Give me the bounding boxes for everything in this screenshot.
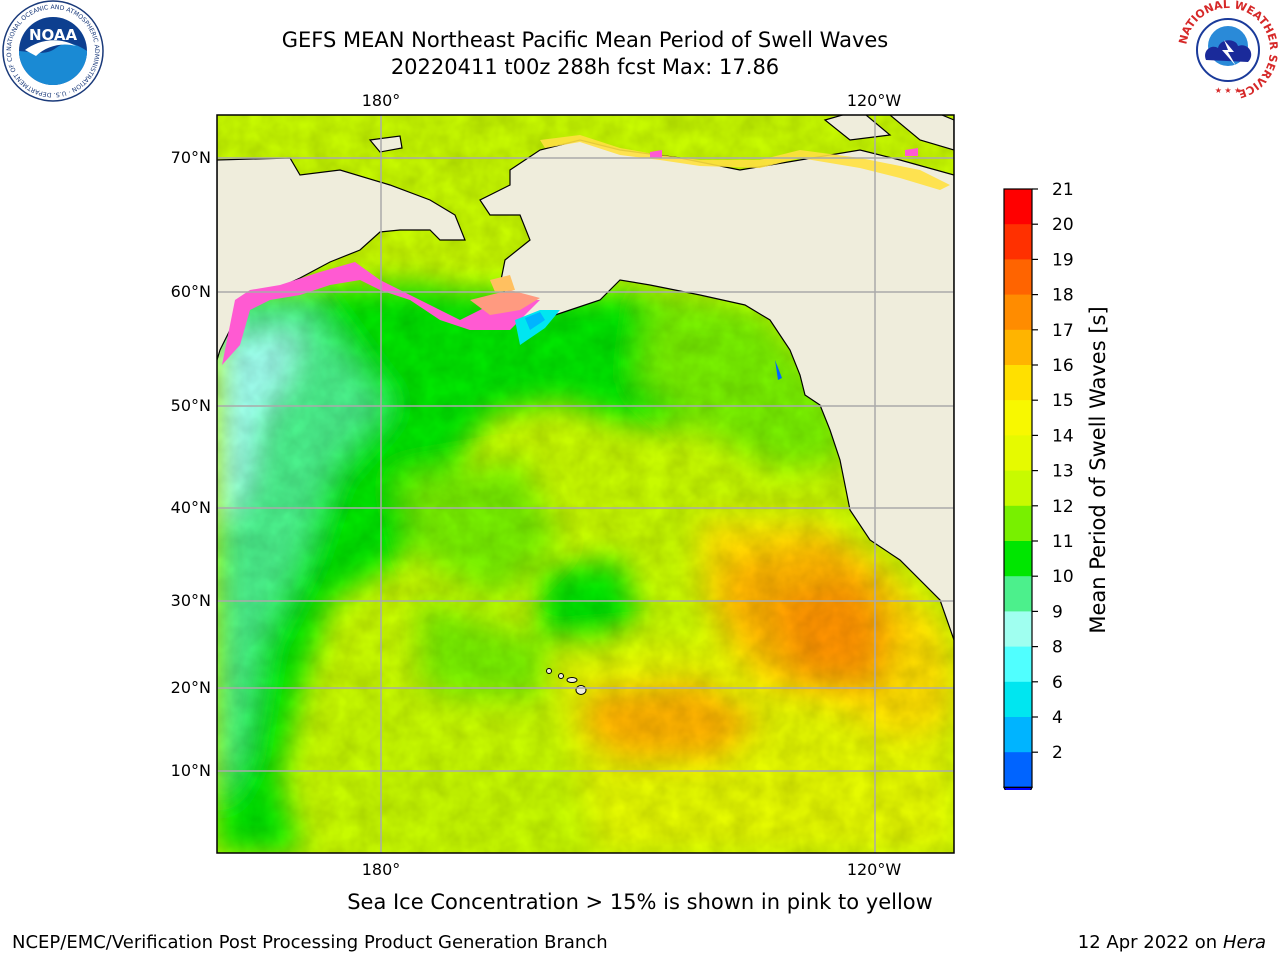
colorbar-title: Mean Period of Swell Waves [s] — [1086, 306, 1110, 634]
colorbar-cell — [1004, 576, 1032, 612]
chart-title: GEFS MEAN Northeast Pacific Mean Period … — [281, 28, 889, 52]
date-stamp: 12 Apr 2022 on Hera — [1078, 932, 1266, 953]
colorbar-cell — [1004, 717, 1032, 753]
colorbar-cell — [1004, 329, 1032, 366]
machine-name: Hera — [1222, 932, 1266, 953]
lat-label-50n: 50°N — [171, 396, 211, 415]
colorbar-tick-label: 10 — [1052, 567, 1074, 587]
colorbar-tick-label: 18 — [1052, 286, 1074, 306]
lat-label-10n: 10°N — [171, 761, 211, 780]
lon-label-top-120w: 120°W — [847, 91, 902, 110]
svg-text:★ ★ ★: ★ ★ ★ — [1215, 86, 1242, 95]
colorbar-tick-label: 8 — [1052, 638, 1063, 658]
colorbar-tick-label: 15 — [1052, 391, 1074, 411]
colorbar-cell — [1004, 365, 1032, 401]
colorbar-tick-label: 14 — [1052, 426, 1074, 446]
noaa-wordmark: NOAA — [29, 26, 78, 44]
colorbar-tick-label: 16 — [1052, 356, 1074, 376]
colorbar-tick-label: 2 — [1052, 743, 1063, 763]
colorbar-tick-label: 12 — [1052, 497, 1074, 517]
colorbar-cell — [1004, 435, 1032, 472]
lat-label-70n: 70°N — [171, 148, 211, 167]
colorbar-cell — [1004, 646, 1032, 683]
colorbar-cell — [1004, 294, 1032, 331]
noaa-logo: NATIONAL OCEANIC AND ATMOSPHERIC ADMINIS… — [2, 0, 104, 102]
chart-subtitle: 20220411 t00z 288h fcst Max: 17.86 — [390, 55, 780, 79]
lat-label-40n: 40°N — [171, 498, 211, 517]
hawaii-islands — [546, 668, 587, 695]
lon-label-bottom-120w: 120°W — [847, 860, 902, 879]
gridlines — [217, 115, 954, 853]
lat-label-20n: 20°N — [171, 678, 211, 697]
colorbar-cell — [1004, 400, 1032, 436]
colorbar-cell — [1004, 611, 1032, 648]
lat-label-60n: 60°N — [171, 282, 211, 301]
colorbar-cell — [1004, 505, 1032, 542]
colorbar-tick-label: 4 — [1052, 708, 1063, 728]
colorbar-cell — [1004, 224, 1032, 260]
colorbar-tick-label: 19 — [1052, 250, 1074, 270]
colorbar-cell — [1004, 189, 1032, 225]
colorbar: 21 20 19 18 17 16 15 14 13 12 11 10 9 8 6 4 2 — [1003, 180, 1074, 790]
colorbar-cell — [1004, 541, 1032, 577]
sea-ice-note-text: Sea Ice Concentration > 15% is shown in … — [347, 890, 933, 914]
map-frame — [216, 114, 955, 854]
lat-label-30n: 30°N — [171, 591, 211, 610]
sea-ice-note: Sea Ice Concentration > 15% is shown in … — [0, 890, 1280, 914]
colorbar-cell — [1004, 259, 1032, 296]
colorbar-tick-label: 6 — [1052, 673, 1063, 693]
lon-label-top-180: 180° — [362, 91, 401, 110]
colorbar-tick-label: 9 — [1052, 602, 1063, 622]
colorbar-tick-label: 17 — [1052, 321, 1074, 341]
credit-line: NCEP/EMC/Verification Post Processing Pr… — [12, 932, 608, 953]
colorbar-tick-label: 20 — [1052, 215, 1074, 235]
colorbar-tick-label: 11 — [1052, 532, 1074, 552]
nws-logo: NATIONAL WEATHER SERVICE ★ ★ ★ — [1178, 0, 1278, 100]
colorbar-frame — [1003, 188, 1033, 789]
colorbar-tick-label: 21 — [1052, 180, 1074, 200]
sea-ice — [222, 135, 950, 365]
colorbar-cell — [1004, 681, 1032, 718]
colorbar-cell — [1004, 470, 1032, 507]
date-prefix: 12 Apr 2022 on — [1077, 932, 1223, 953]
colorbar-cell — [1004, 752, 1032, 788]
colorbar-tick-label: 13 — [1052, 462, 1074, 482]
lon-label-bottom-180: 180° — [362, 860, 401, 879]
map-field — [217, 115, 954, 853]
